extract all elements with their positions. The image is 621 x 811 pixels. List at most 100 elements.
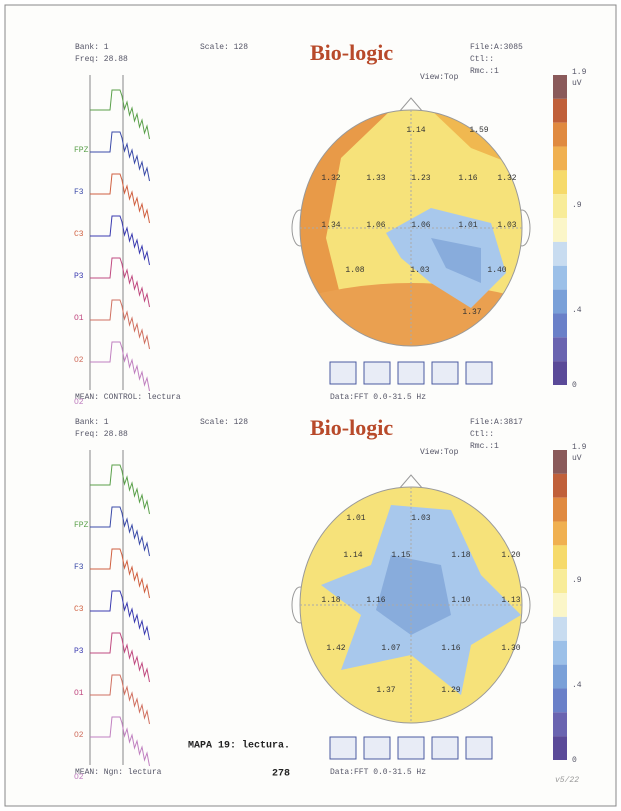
colorbar-segment: [553, 522, 567, 546]
map-value-label: 1.03: [410, 266, 429, 275]
channel-label: FPZ: [74, 521, 89, 530]
colorbar-segment: [553, 194, 567, 218]
map-value-label: 1.59: [469, 126, 488, 135]
page-border: [5, 5, 616, 806]
bank-label: Bank: 1: [75, 418, 109, 427]
data-range-label: Data:FFT 0.0-31.5 Hz: [330, 393, 426, 402]
map-value-label: 1.18: [451, 551, 470, 560]
view-label: View:Top: [420, 73, 459, 82]
map-value-label: 1.29: [441, 686, 460, 695]
colorbar-label: 1.9: [572, 68, 587, 77]
file-label: File:A:3085: [470, 43, 523, 52]
channel-label: C3: [74, 230, 84, 239]
colorbar-segment: [553, 593, 567, 617]
map-value-label: 1.03: [497, 221, 516, 230]
colorbar-label: .9: [572, 201, 582, 210]
colorbar-segment: [553, 361, 567, 385]
rmc-label: Rmc.:1: [470, 67, 499, 76]
ctl-label: Ctl::: [470, 430, 494, 439]
scale-label: Scale: 128: [200, 418, 248, 427]
colorbar-segment: [553, 569, 567, 593]
colorbar-segment: [553, 313, 567, 337]
data-range-label: Data:FFT 0.0-31.5 Hz: [330, 768, 426, 777]
map-value-label: 1.16: [458, 174, 477, 183]
toolbar-button[interactable]: [330, 362, 356, 384]
caption: MAPA 19: lectura.: [188, 740, 290, 752]
colorbar-segment: [553, 290, 567, 314]
colorbar-segment: [553, 123, 567, 147]
map-value-label: 1.23: [411, 174, 430, 183]
map-value-label: 1.01: [458, 221, 477, 230]
channel-label: P3: [74, 647, 84, 656]
map-value-label: 1.32: [497, 174, 516, 183]
channel-label: C3: [74, 605, 84, 614]
map-value-label: 1.08: [345, 266, 364, 275]
map-value-label: 1.16: [366, 596, 385, 605]
toolbar-button[interactable]: [466, 362, 492, 384]
map-value-label: 1.40: [487, 266, 506, 275]
map-value-label: 1.20: [501, 551, 520, 560]
footer-label: MEAN: CONTROL: lectura: [75, 393, 181, 402]
scale-label: Scale: 128: [200, 43, 248, 52]
rmc-label: Rmc.:1: [470, 442, 499, 451]
colorbar-segment: [553, 498, 567, 522]
toolbar-button[interactable]: [398, 362, 424, 384]
map-value-label: 1.15: [391, 551, 410, 560]
channel-label: O1: [74, 314, 84, 323]
map-value-label: 1.10: [451, 596, 470, 605]
colorbar-segment: [553, 337, 567, 361]
toolbar-button[interactable]: [330, 737, 356, 759]
map-value-label: 1.37: [376, 686, 395, 695]
colorbar-segment: [553, 99, 567, 123]
map-value-label: 1.03: [411, 514, 430, 523]
channel-label: F3: [74, 188, 84, 197]
map-value-label: 1.06: [411, 221, 430, 230]
colorbar-segment: [553, 450, 567, 474]
freq-label: Freq: 28.88: [75, 430, 128, 439]
map-value-label: 1.14: [343, 551, 362, 560]
view-label: View:Top: [420, 448, 459, 457]
toolbar-button[interactable]: [432, 362, 458, 384]
colorbar-segment: [553, 266, 567, 290]
colorbar-label: .4: [572, 306, 582, 315]
colorbar-segment: [553, 218, 567, 242]
colorbar-segment: [553, 665, 567, 689]
channel-label: P3: [74, 272, 84, 281]
map-value-label: 1.16: [441, 644, 460, 653]
toolbar-button[interactable]: [398, 737, 424, 759]
channel-label: O1: [74, 689, 84, 698]
map-value-label: 1.30: [501, 644, 520, 653]
map-value-label: 1.13: [501, 596, 520, 605]
logo: Bio-logic: [310, 40, 393, 65]
colorbar-segment: [553, 242, 567, 266]
colorbar-label: 0: [572, 381, 577, 390]
footer-label: MEAN: Ngn: lectura: [75, 768, 162, 777]
map-value-label: 1.37: [462, 308, 481, 317]
toolbar-button[interactable]: [466, 737, 492, 759]
colorbar-segment: [553, 147, 567, 171]
colorbar-label: 1.9: [572, 443, 587, 452]
colorbar-label: 0: [572, 756, 577, 765]
channel-label: FPZ: [74, 146, 89, 155]
colorbar-segment: [553, 712, 567, 736]
handwritten-note: v5/22: [555, 776, 579, 785]
channel-label: O2: [74, 356, 84, 365]
channel-label: F3: [74, 563, 84, 572]
map-value-label: 1.14: [406, 126, 425, 135]
channel-label: O2: [74, 398, 84, 407]
colorbar-segment: [553, 474, 567, 498]
toolbar-button[interactable]: [364, 737, 390, 759]
bank-label: Bank: 1: [75, 43, 109, 52]
toolbar-button[interactable]: [432, 737, 458, 759]
page-number: 278: [272, 769, 290, 780]
colorbar-label: .9: [572, 576, 582, 585]
colorbar-segment: [553, 641, 567, 665]
toolbar-button[interactable]: [364, 362, 390, 384]
freq-label: Freq: 28.88: [75, 55, 128, 64]
colorbar-label: .4: [572, 681, 582, 690]
colorbar-segment: [553, 736, 567, 760]
map-value-label: 1.32: [321, 174, 340, 183]
colorbar-label: uV: [572, 454, 582, 463]
colorbar-segment: [553, 75, 567, 99]
colorbar-segment: [553, 170, 567, 194]
